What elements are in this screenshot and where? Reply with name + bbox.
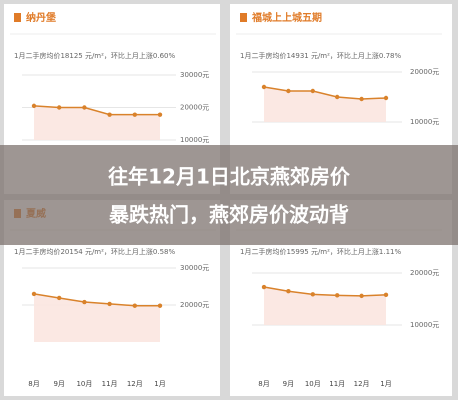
x-tick-label: 1月 bbox=[154, 380, 165, 388]
subtitle: 1月二手房均价18125 元/m²，环比上月上涨0.60% bbox=[14, 51, 176, 60]
point bbox=[261, 284, 267, 290]
x-tick-label: 10月 bbox=[305, 380, 321, 388]
line bbox=[33, 105, 160, 116]
panel-title: 纳丹堡 bbox=[26, 11, 56, 24]
x-tick-label: 10月 bbox=[76, 380, 92, 388]
point bbox=[82, 299, 87, 305]
point bbox=[107, 112, 112, 117]
x-tick-label: 12月 bbox=[127, 380, 143, 388]
x-tick-label: 9月 bbox=[53, 380, 64, 388]
area bbox=[264, 287, 386, 325]
x-tick-label: 11月 bbox=[329, 380, 345, 388]
title-icon bbox=[240, 13, 247, 22]
point bbox=[359, 96, 364, 102]
point bbox=[383, 292, 389, 298]
point bbox=[31, 103, 37, 109]
y-tick-label: 10000元 bbox=[410, 321, 439, 329]
x-tick-label: 8月 bbox=[258, 380, 269, 388]
x-tick-label: 12月 bbox=[354, 380, 370, 388]
point bbox=[335, 293, 340, 298]
point bbox=[286, 88, 291, 94]
y-tick-label: 30000元 bbox=[180, 71, 209, 79]
point bbox=[359, 293, 364, 299]
line bbox=[263, 286, 387, 297]
point bbox=[310, 88, 315, 94]
point bbox=[57, 295, 62, 301]
y-tick-label: 20000元 bbox=[410, 68, 439, 76]
title-icon bbox=[14, 13, 21, 22]
line bbox=[263, 86, 387, 100]
overlay-line: 往年12月1日北京燕郊房价 bbox=[108, 165, 351, 189]
x-tick-label: 8月 bbox=[28, 380, 39, 388]
point bbox=[82, 105, 87, 110]
y-tick-label: 20000元 bbox=[180, 104, 209, 112]
y-tick-label: 30000元 bbox=[180, 264, 209, 272]
point bbox=[132, 112, 137, 117]
line bbox=[33, 293, 160, 307]
point bbox=[132, 303, 137, 308]
area bbox=[34, 105, 160, 140]
y-tick-label: 10000元 bbox=[410, 118, 439, 126]
y-tick-label: 20000元 bbox=[410, 269, 439, 277]
point bbox=[383, 95, 389, 101]
x-tick-label: 9月 bbox=[283, 380, 294, 388]
point bbox=[31, 291, 37, 297]
point bbox=[335, 94, 340, 100]
overlay-line: 暴跌热门，燕郊房价波动背 bbox=[109, 203, 349, 227]
x-tick-label: 11月 bbox=[102, 380, 118, 388]
point bbox=[107, 301, 112, 307]
area bbox=[264, 87, 386, 122]
subtitle: 1月二手房均价15995 元/m²，环比上月上涨1.11% bbox=[240, 247, 402, 256]
subtitle: 1月二手房均价20154 元/m²，环比上月上涨0.58% bbox=[14, 247, 176, 256]
point bbox=[57, 105, 62, 110]
overlay-band bbox=[0, 145, 458, 245]
point bbox=[157, 112, 163, 117]
panel-title: 福城上上城五期 bbox=[251, 11, 322, 24]
point bbox=[261, 84, 267, 90]
point bbox=[286, 289, 291, 294]
point bbox=[157, 303, 163, 308]
point bbox=[310, 292, 315, 297]
x-tick-label: 1月 bbox=[380, 380, 391, 388]
subtitle: 1月二手房均价14931 元/m²，环比上月上涨0.78% bbox=[240, 51, 402, 60]
y-tick-label: 10000元 bbox=[180, 136, 209, 144]
y-tick-label: 20000元 bbox=[180, 301, 209, 309]
